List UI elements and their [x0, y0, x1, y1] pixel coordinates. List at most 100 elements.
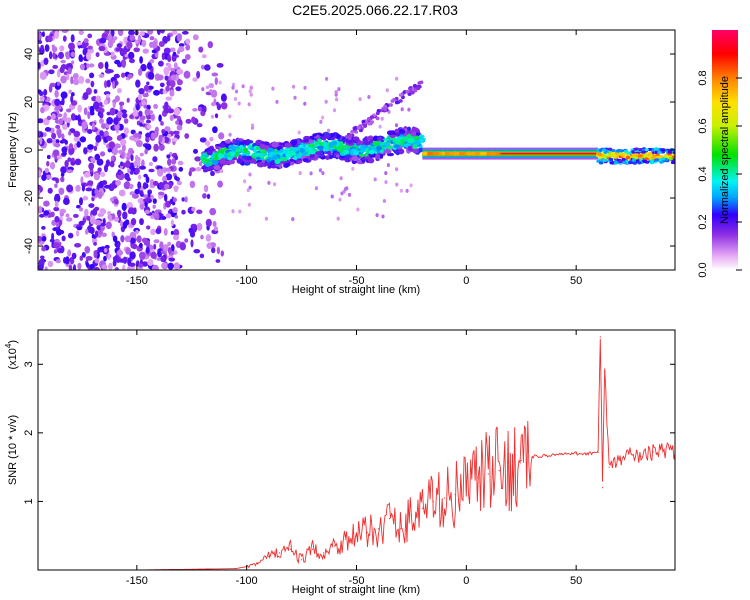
noise-speck [188, 170, 192, 177]
band-blob [407, 138, 415, 144]
noise-speck [70, 95, 74, 104]
snr-point [257, 562, 259, 564]
noise-speck [189, 167, 196, 172]
noise-speck [247, 202, 251, 207]
noise-speck [79, 255, 84, 261]
noise-speck [174, 215, 178, 219]
noise-speck [133, 161, 138, 167]
noise-speck [57, 69, 61, 78]
noise-speck [174, 175, 178, 181]
noise-speck [121, 72, 126, 78]
noise-speck [298, 171, 302, 176]
noise-speck [142, 182, 147, 190]
band-blob [328, 142, 333, 149]
band-blob [377, 136, 383, 142]
noise-speck [143, 84, 149, 92]
noise-speck [356, 207, 360, 212]
noise-speck [51, 113, 56, 120]
noise-speck [155, 126, 159, 133]
noise-speck [367, 95, 371, 99]
noise-speck [98, 62, 104, 69]
noise-speck [147, 71, 155, 80]
noise-speck [146, 124, 152, 129]
colorbar-tick-label: 0.2 [697, 214, 709, 229]
noise-speck [46, 115, 52, 121]
noise-speck [181, 30, 189, 35]
band-blob [411, 127, 419, 132]
noise-speck [185, 44, 191, 51]
band-blob [219, 158, 226, 164]
noise-speck [210, 114, 214, 119]
post-band-blob [642, 159, 648, 163]
snr-scale-prefix: (x10 [7, 348, 19, 369]
noise-speck [94, 258, 100, 264]
noise-speck [101, 180, 108, 186]
band-blob [358, 140, 365, 145]
noise-speck [47, 35, 53, 43]
noise-speck [38, 40, 43, 44]
snr-point [388, 518, 390, 520]
snr-point [520, 459, 522, 461]
noise-speck [196, 209, 203, 215]
noise-speck [72, 264, 77, 270]
noise-speck [41, 236, 47, 242]
noise-speck [78, 54, 83, 62]
noise-speck [40, 255, 45, 260]
noise-speck [248, 185, 252, 190]
band-blob [235, 148, 242, 153]
branch-blob [410, 90, 415, 95]
noise-speck [238, 209, 242, 214]
noise-speck [193, 249, 201, 254]
noise-speck [116, 249, 124, 256]
noise-speck [176, 33, 181, 42]
noise-speck [139, 152, 144, 157]
noise-speck [169, 114, 174, 121]
post-band-blob [655, 153, 660, 157]
noise-speck [97, 233, 102, 238]
branch-blob [394, 100, 399, 105]
band-blob [335, 134, 342, 139]
band-blob [412, 143, 418, 150]
snr-point [509, 466, 511, 468]
noise-speck [84, 246, 91, 254]
noise-speck [164, 75, 169, 81]
noise-speck [143, 104, 147, 109]
noise-speck [110, 155, 115, 163]
noise-speck [51, 177, 58, 181]
post-band-blob [620, 153, 625, 157]
noise-speck [147, 30, 154, 35]
noise-speck [99, 130, 104, 137]
noise-speck [327, 128, 331, 133]
noise-speck [231, 82, 236, 87]
post-band-blob [650, 158, 655, 163]
noise-speck [206, 193, 211, 200]
noise-speck [158, 114, 162, 122]
noise-speck [93, 172, 100, 181]
noise-speck [85, 78, 91, 84]
noise-speck [38, 205, 43, 214]
steady-line-blob [450, 151, 457, 156]
noise-speck [144, 148, 148, 155]
noise-speck [112, 235, 118, 243]
band-blob [394, 128, 400, 133]
noise-speck [103, 255, 107, 262]
noise-speck [120, 235, 125, 243]
post-band-blob [609, 161, 614, 165]
noise-speck [165, 173, 173, 181]
spectrogram-x-ticks: -150 -100 -50 0 50 [126, 30, 582, 287]
noise-speck [194, 156, 202, 162]
noise-speck [181, 58, 187, 64]
noise-speck [54, 194, 61, 203]
noise-speck [167, 247, 172, 254]
snr-point [641, 456, 643, 458]
snr-point [443, 497, 445, 499]
noise-speck [184, 54, 191, 60]
noise-speck [386, 163, 390, 168]
band-blob [213, 164, 221, 171]
band-blob [395, 139, 402, 146]
band-blob [239, 144, 244, 149]
branch-blob [390, 99, 395, 103]
noise-speck [171, 158, 177, 165]
post-band-blob [667, 150, 673, 154]
noise-speck [46, 160, 50, 167]
